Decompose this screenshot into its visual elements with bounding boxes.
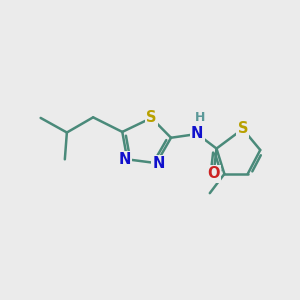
Text: O: O	[207, 167, 220, 182]
Text: S: S	[238, 122, 248, 136]
Text: N: N	[118, 152, 130, 167]
Text: N: N	[153, 156, 165, 171]
Text: H: H	[195, 111, 206, 124]
Text: N: N	[191, 127, 203, 142]
Text: S: S	[146, 110, 157, 125]
